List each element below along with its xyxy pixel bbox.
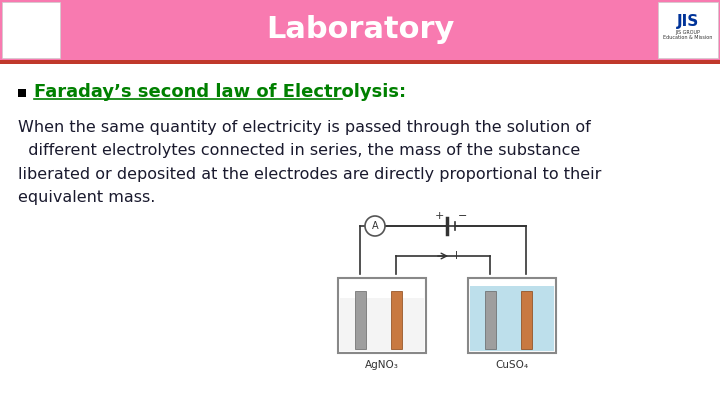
- Bar: [468, 278, 556, 353]
- Bar: [521, 291, 532, 349]
- Bar: [355, 291, 366, 349]
- Bar: [470, 286, 554, 351]
- Circle shape: [365, 216, 385, 236]
- Text: When the same quantity of electricity is passed through the solution of
  differ: When the same quantity of electricity is…: [18, 120, 601, 205]
- Text: A: A: [372, 221, 378, 231]
- Text: +: +: [434, 211, 444, 221]
- Bar: [340, 298, 424, 351]
- Text: Faraday’s second law of Electrolysis:: Faraday’s second law of Electrolysis:: [34, 83, 406, 101]
- Bar: [658, 2, 718, 58]
- Bar: [18, 89, 26, 97]
- Bar: [338, 278, 426, 353]
- Bar: [485, 291, 496, 349]
- Bar: [391, 291, 402, 349]
- Bar: [2, 2, 60, 58]
- Text: Laboratory: Laboratory: [266, 15, 454, 45]
- Bar: [0, 0, 720, 60]
- Text: JIS: JIS: [677, 15, 699, 30]
- Text: CuSO₄: CuSO₄: [495, 360, 528, 370]
- Text: I: I: [455, 251, 458, 261]
- Text: −: −: [459, 211, 468, 221]
- Text: AgNO₃: AgNO₃: [365, 360, 399, 370]
- Text: JIS GROUP
Education & Mission: JIS GROUP Education & Mission: [663, 30, 713, 40]
- Bar: [0, 60, 720, 64]
